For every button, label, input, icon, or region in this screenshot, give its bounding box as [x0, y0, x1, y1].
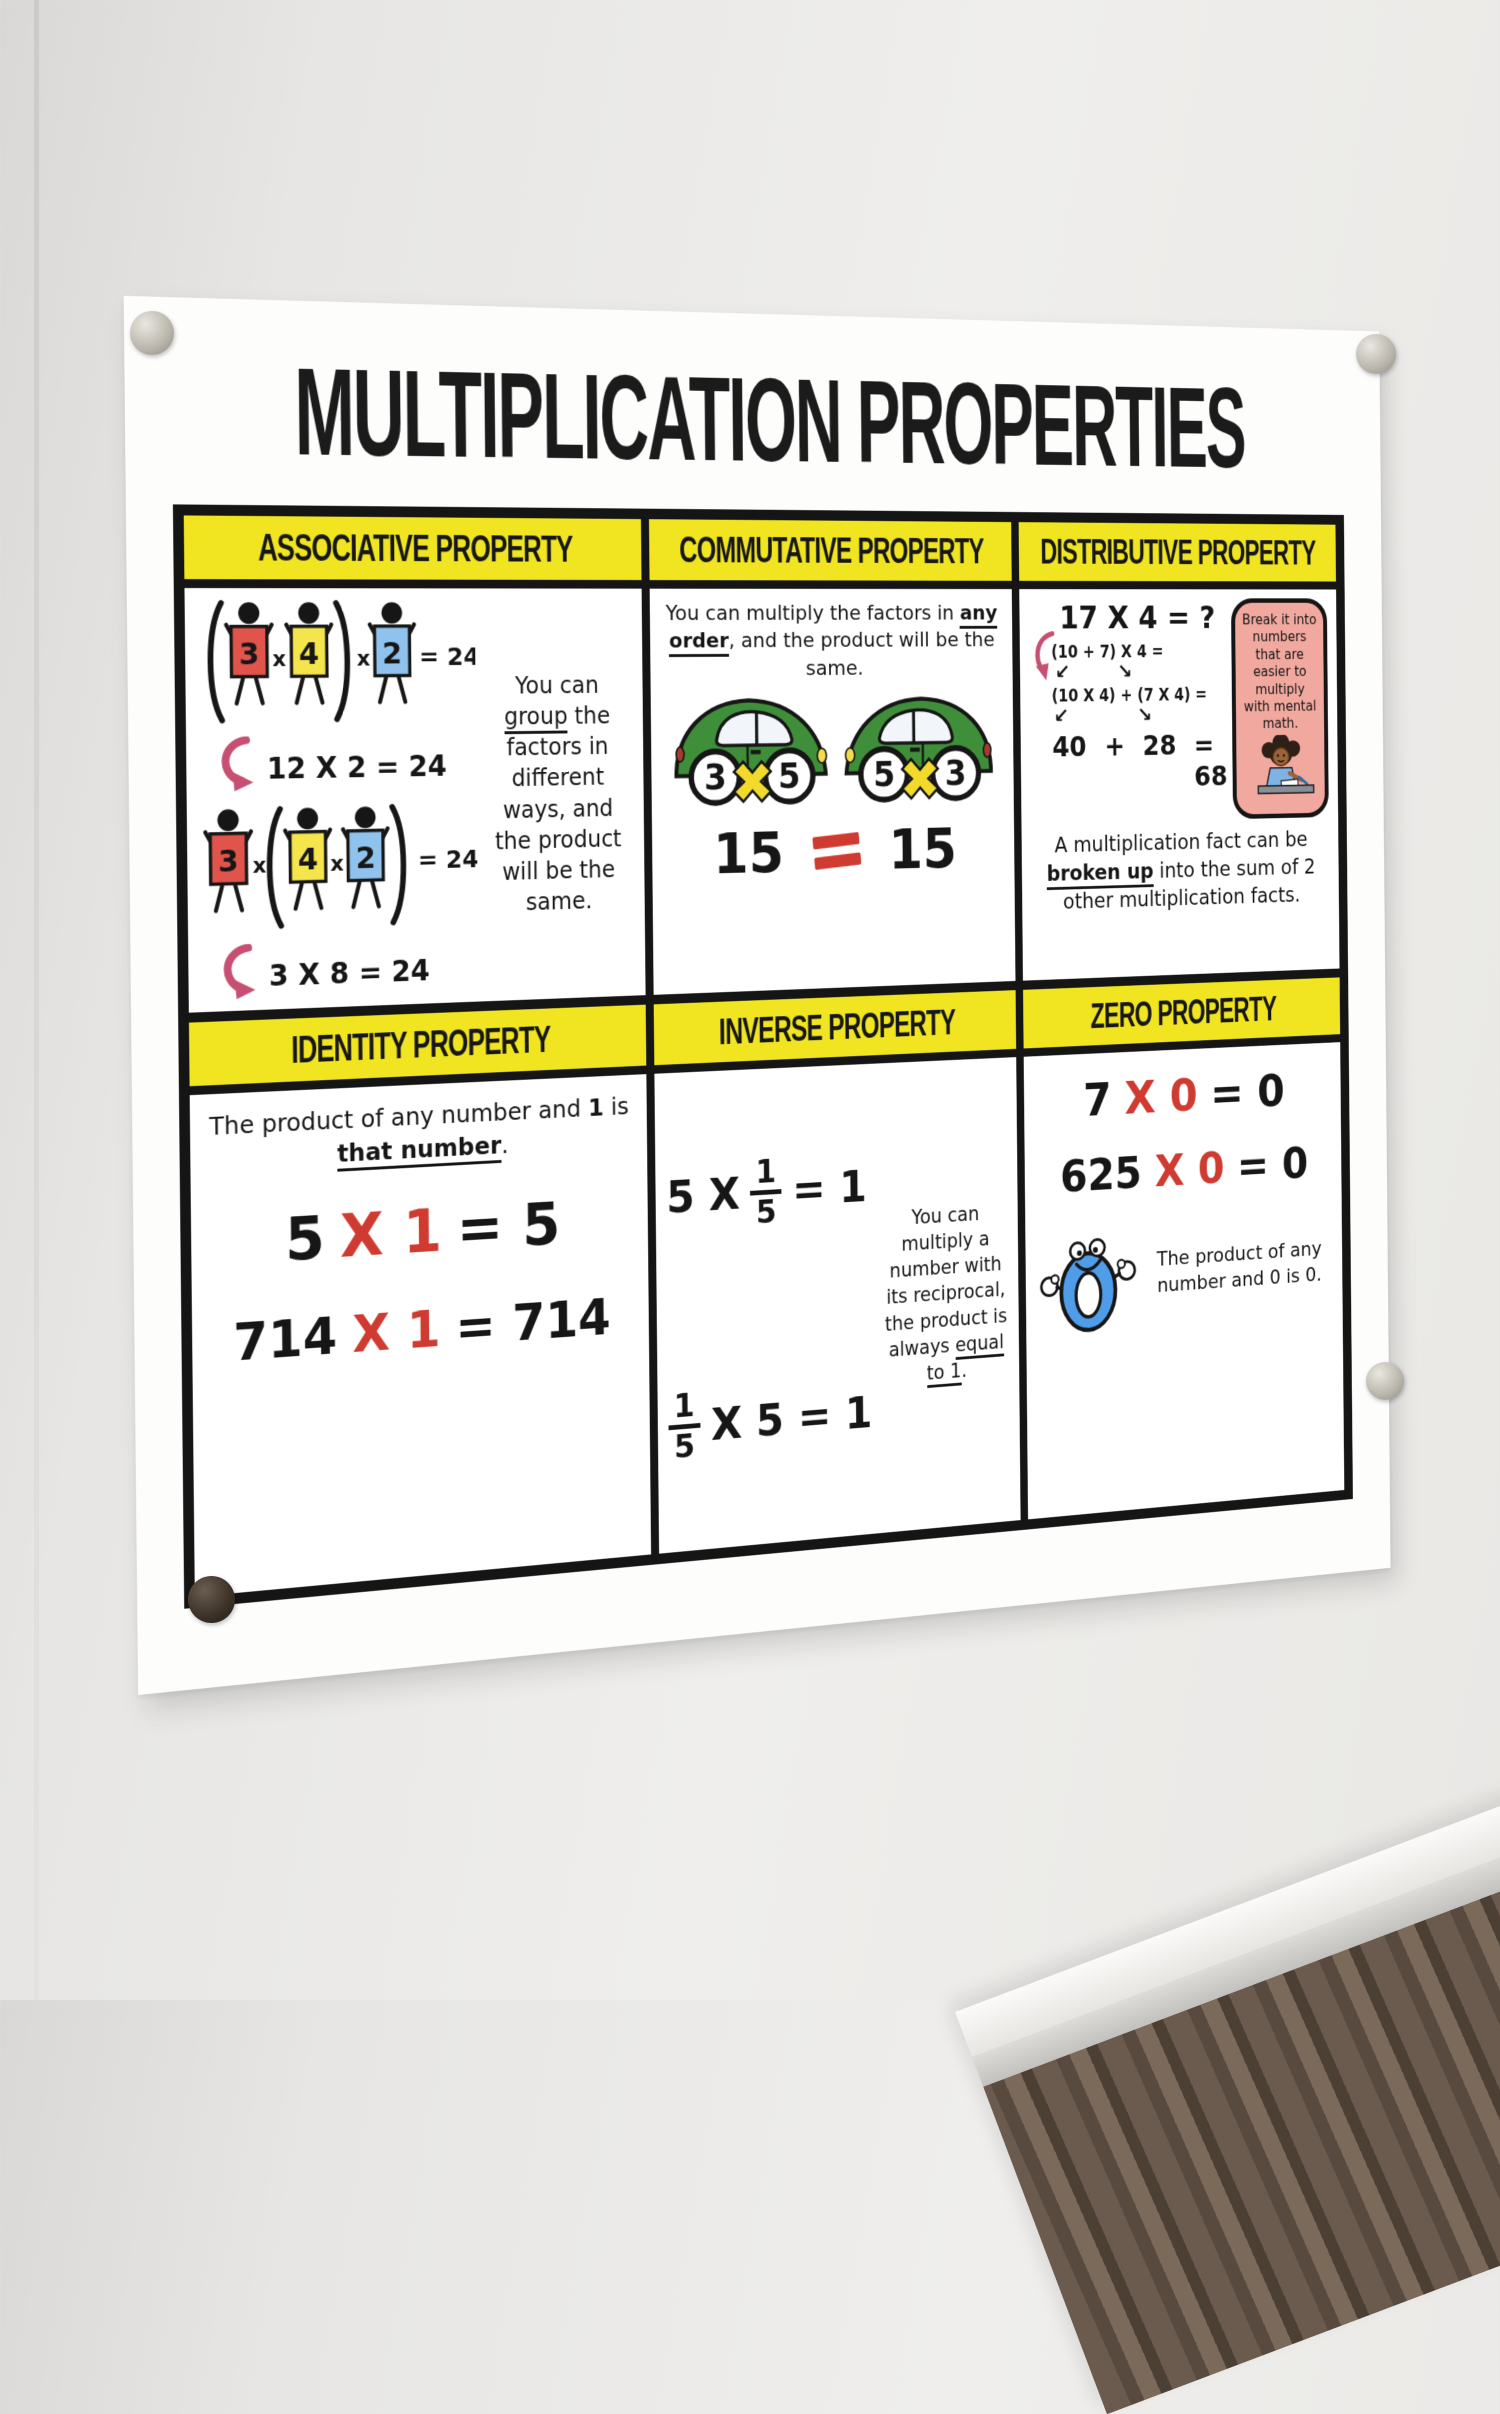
identity-description: The product of any number and 1 is that … [202, 1090, 637, 1177]
svg-text:4: 4 [298, 843, 319, 878]
group1-result: = 24 [419, 643, 476, 672]
svg-text:= 24: = 24 [418, 845, 478, 875]
svg-text:x: x [330, 853, 344, 878]
red-equals-icon [811, 832, 862, 871]
car-icon-right: 5 3 [839, 687, 997, 812]
commutative-header: COMMUTATIVE PROPERTY [648, 519, 1012, 590]
distributive-description: A multiplication fact can be broken up i… [1046, 828, 1316, 914]
commutative-description: You can multiply the factors in any orde… [665, 601, 998, 681]
svg-text:3 X 8 = 24: 3 X 8 = 24 [269, 953, 430, 992]
section-identity: IDENTITY PROPERTY The product of any num… [188, 995, 651, 1597]
inverse-equation-2: 1 5 X 5 = 1 [668, 1373, 881, 1467]
magnet-top-right [1356, 334, 1396, 374]
magnet-bottom-right [1366, 1362, 1404, 1400]
svg-text:3: 3 [218, 845, 239, 880]
car-body [675, 700, 826, 777]
svg-text:2: 2 [356, 841, 376, 876]
wheel-number: 3 [703, 757, 726, 798]
inverse-equation-1: 5 X 1 5 = 1 [665, 1152, 867, 1232]
commutative-result: 15 15 [712, 816, 958, 887]
section-associative: ASSOCIATIVE PROPERTY 3 x 4 [183, 515, 646, 1012]
card-number-blue: 2 [382, 637, 402, 671]
section-zero: ZERO PROPERTY 7 X 0 = 0 625 X 0 = 0 [1015, 968, 1345, 1521]
times-sign: x [272, 648, 286, 673]
magnet-bottom-left [188, 1576, 235, 1623]
whiteboard-tray [955, 1743, 1500, 2414]
wheel-number: 5 [873, 754, 895, 795]
section-distributive: DISTRIBUTIVE PROPERTY 17 X 4 = ? (10 + 7… [1011, 522, 1340, 981]
section-commutative: COMMUTATIVE PROPERTY You can multiply th… [640, 519, 1016, 996]
associative-figures: 3 x 4 x 2 = 24 [196, 598, 479, 1002]
times-sign: x [357, 647, 371, 672]
wheel-number: 3 [944, 753, 966, 793]
identity-equation-2: 714 X 1 = 714 [233, 1288, 611, 1374]
distributive-header: DISTRIBUTIVE PROPERTY [1018, 522, 1337, 590]
girl-writing-icon [1246, 734, 1319, 811]
poster: MULTIPLICATION PROPERTIES ASSOCIATIVE PR… [123, 295, 1391, 1696]
wheel-number: 5 [777, 756, 800, 797]
callout-bubble: Break it into numbers that are easier to… [1231, 598, 1329, 820]
associative-product2: 3 X 8 = 24 [200, 937, 430, 1003]
page-title: MULTIPLICATION PROPERTIES [293, 342, 1245, 493]
wall-corner-seam [34, 0, 39, 2000]
inverse-description: You can multiply a number with its recip… [881, 1067, 1011, 1524]
section-inverse: INVERSE PROPERTY 5 X 1 5 = 1 [645, 980, 1021, 1555]
associative-product1: 12 X 2 = 24 [198, 734, 447, 794]
fraction: 1 5 [750, 1153, 782, 1232]
stick-figure-group2-icon: 3 x 4 x 2 = 24 [198, 801, 478, 934]
zero-equation-2: 625 X 0 = 0 [1059, 1138, 1309, 1204]
poster-title-row: MULTIPLICATION PROPERTIES [124, 322, 1381, 510]
svg-text:12 X 2 = 24: 12 X 2 = 24 [267, 750, 447, 786]
associative-description: You can group the factors in different w… [494, 671, 622, 916]
zero-equation-1: 7 X 0 = 0 [1082, 1064, 1285, 1127]
car-body [845, 698, 991, 773]
zero-character-icon [1035, 1216, 1141, 1340]
car-icon-left: 3 5 [669, 688, 832, 815]
card-number-yellow: 4 [299, 637, 320, 672]
stick-figure-group1-icon: 3 x 4 x 2 = 24 [196, 598, 476, 726]
magnet-top-left [130, 311, 174, 355]
properties-grid: ASSOCIATIVE PROPERTY 3 x 4 [172, 504, 1353, 1609]
fraction: 1 5 [668, 1387, 701, 1467]
inverse-equations: 5 X 1 5 = 1 1 5 [665, 1073, 882, 1543]
arrow-down-left-icon: ↙ [1053, 705, 1069, 729]
arrow-down-right-icon: ↘ [1137, 704, 1153, 728]
card-number-red: 3 [239, 637, 260, 672]
distributive-equations: 17 X 4 = ? (10 + 7) X 4 = ↙ ↘ (10 X 4) +… [1029, 598, 1228, 823]
cars-illustration: 3 5 [661, 687, 1004, 816]
zero-description: The product of any number and 0 is 0. [1156, 1237, 1322, 1298]
associative-header: ASSOCIATIVE PROPERTY [183, 515, 642, 589]
arrow-down-right-icon: ↘ [1117, 660, 1133, 684]
svg-text:x: x [253, 854, 267, 879]
arrow-down-left-icon: ↙ [1054, 661, 1071, 685]
identity-equation-1: 5 X 1 = 5 [284, 1190, 561, 1276]
